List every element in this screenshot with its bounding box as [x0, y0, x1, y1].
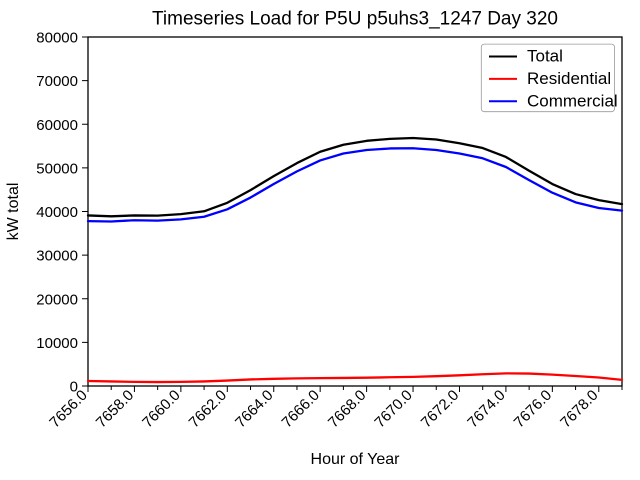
svg-text:Total: Total: [527, 47, 563, 66]
svg-text:Timeseries Load for P5U p5uhs3: Timeseries Load for P5U p5uhs3_1247 Day …: [152, 9, 558, 30]
svg-text:50000: 50000: [36, 160, 78, 177]
svg-text:kW total: kW total: [5, 183, 22, 241]
svg-text:Hour of Year: Hour of Year: [311, 451, 401, 468]
svg-text:60000: 60000: [36, 117, 78, 134]
svg-text:Commercial: Commercial: [527, 91, 618, 110]
svg-text:30000: 30000: [36, 248, 78, 265]
svg-text:20000: 20000: [36, 291, 78, 308]
svg-text:70000: 70000: [36, 73, 78, 90]
svg-text:80000: 80000: [36, 30, 78, 47]
svg-text:10000: 10000: [36, 335, 78, 352]
svg-text:40000: 40000: [36, 204, 78, 221]
svg-text:Residential: Residential: [527, 69, 611, 88]
